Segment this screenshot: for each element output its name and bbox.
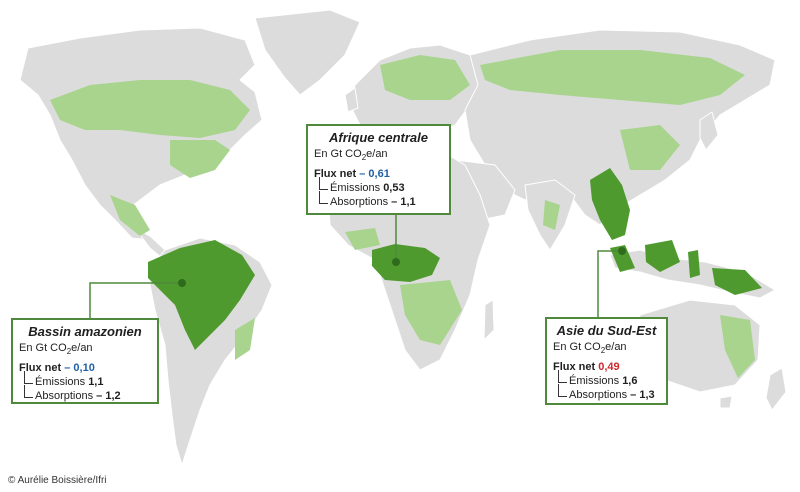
callout-title: Bassin amazonien — [28, 324, 142, 339]
asia-marker — [618, 247, 626, 255]
leader-lines — [89, 215, 622, 318]
absorptions-row: Absorptions – 1,3 — [558, 384, 666, 401]
uk-land — [344, 87, 359, 113]
west-africa-forest — [345, 228, 380, 250]
mainland-se-asia-forest — [590, 168, 630, 240]
africa-marker — [392, 258, 400, 266]
net-flux-value: – 0,10 — [64, 362, 95, 375]
leader-points — [178, 247, 626, 287]
hotspot-layer — [148, 168, 762, 350]
emissions-row: Émissions 1,6 — [558, 370, 666, 387]
amazon-marker — [178, 279, 186, 287]
net-flux-value: 0,49 — [598, 361, 620, 374]
japan-land — [699, 111, 719, 151]
emissions-row: Émissions 1,1 — [24, 371, 157, 388]
atlantic-forest — [235, 318, 255, 360]
india-forest — [543, 200, 560, 230]
net-flux: Flux net – 0,61 — [314, 168, 390, 181]
callout-amazon: Bassin amazonien En Gt CO2e/an Flux net … — [11, 318, 159, 404]
net-flux: Flux net 0,49 — [553, 361, 620, 374]
europe-forest — [380, 55, 470, 100]
absorptions-row: Absorptions – 1,1 — [319, 191, 449, 208]
callout-southeast-asia: Asie du Sud-Est En Gt CO2e/an Flux net 0… — [545, 317, 668, 405]
callout-unit: En Gt CO2e/an — [553, 341, 627, 356]
credit-text: © Aurélie Boissière/Ifri — [8, 475, 107, 486]
new-guinea-forest — [712, 268, 762, 295]
net-flux-value: – 0,61 — [359, 168, 390, 181]
siberia-forest — [480, 50, 745, 105]
emissions-row: Émissions 0,53 — [319, 177, 449, 194]
asia-leader — [597, 250, 622, 317]
callout-title: Afrique centrale — [329, 130, 428, 145]
net-flux: Flux net – 0,10 — [19, 362, 95, 375]
borneo-forest — [645, 240, 680, 272]
east-asia-forest — [620, 125, 680, 170]
callout-central-africa: Afrique centrale En Gt CO2e/an Flux net … — [306, 124, 451, 215]
tasmania-land — [719, 395, 733, 409]
congo-forest — [372, 244, 440, 282]
australia-forest — [720, 315, 755, 378]
eastern-us-forest — [170, 140, 230, 178]
absorptions-row: Absorptions – 1,2 — [24, 385, 157, 402]
callout-unit: En Gt CO2e/an — [19, 342, 93, 357]
amazon-leader — [89, 282, 182, 318]
north-america-land — [19, 27, 263, 241]
sulawesi-forest — [688, 250, 700, 278]
callout-unit: En Gt CO2e/an — [314, 148, 388, 163]
new-zealand-land — [765, 367, 787, 411]
boreal-north-america — [50, 80, 250, 138]
southern-africa-forest — [400, 280, 462, 345]
callout-title: Asie du Sud-Est — [556, 323, 657, 338]
greenland-land — [254, 9, 361, 96]
forest-layer — [50, 50, 755, 378]
mexico-forest — [110, 195, 150, 236]
madagascar-land — [483, 299, 495, 342]
amazon-forest — [148, 240, 255, 350]
